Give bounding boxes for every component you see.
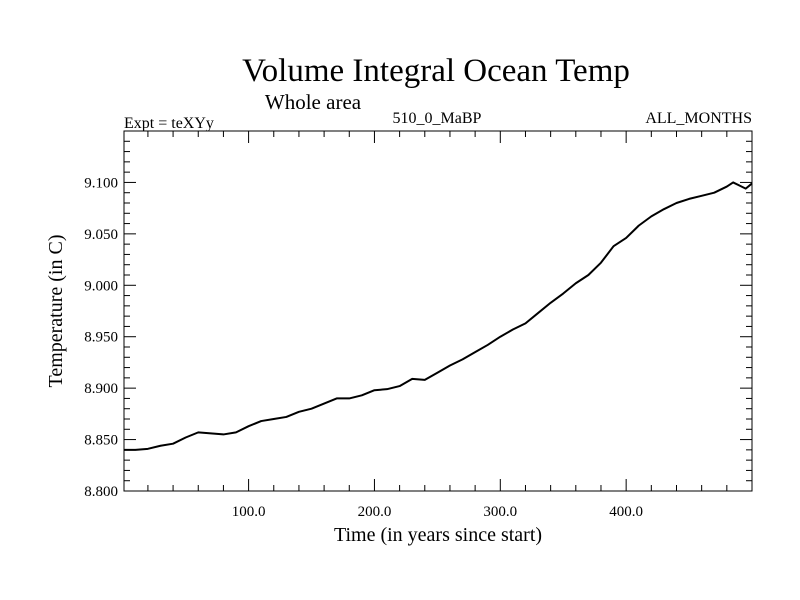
x-tick-label: 200.0 [358,504,392,520]
y-tick-label: 9.050 [84,227,118,243]
tick-labels: 100.0 200.0 300.0 400.0 8.800 8.850 8.900 8.950… [84,175,643,520]
chart-title: Volume Integral Ocean Temp [242,53,630,89]
x-tick-label: 100.0 [232,504,266,520]
y-tick-label: 9.000 [84,278,118,294]
chart-subtitle: Whole area [265,90,362,114]
y-tick-label: 8.800 [84,484,118,500]
months-label: ALL_MONTHS [645,110,752,127]
plot-frame [123,130,753,492]
y-tick-label: 8.850 [84,433,118,449]
axis-ticks [124,131,752,492]
y-tick-label: 8.900 [84,381,118,397]
y-axis-label: Temperature (in C) [45,235,67,388]
y-tick-label: 9.100 [84,175,118,191]
x-tick-label: 400.0 [609,504,643,520]
temperature-series-line [124,181,753,451]
y-tick-label: 8.950 [84,330,118,346]
expt-label: Expt = teXYy [124,115,214,132]
x-tick-label: 300.0 [483,504,517,520]
x-axis-label: Time (in years since start) [334,524,542,546]
period-label: 510_0_MaBP [393,110,482,127]
